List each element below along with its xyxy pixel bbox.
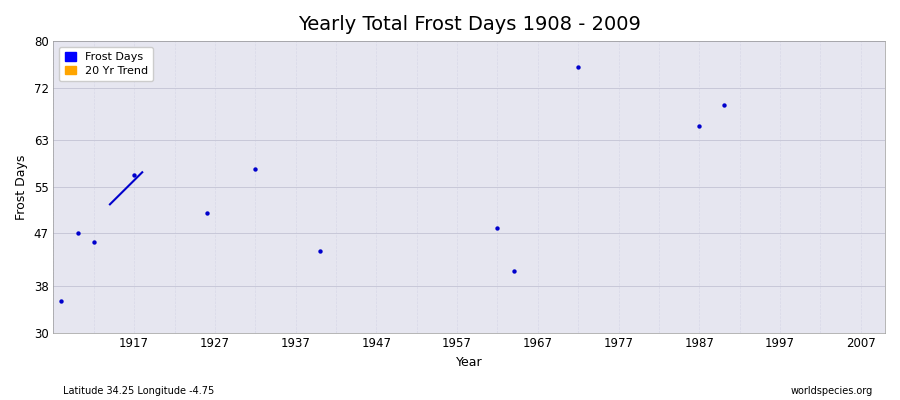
Text: Latitude 34.25 Longitude -4.75: Latitude 34.25 Longitude -4.75 — [63, 386, 214, 396]
Point — [312, 248, 327, 254]
Point — [248, 166, 263, 172]
Point — [491, 224, 505, 231]
Point — [54, 297, 68, 304]
Point — [200, 210, 214, 216]
Point — [127, 172, 141, 178]
Y-axis label: Frost Days: Frost Days — [15, 154, 28, 220]
Point — [571, 64, 585, 70]
Text: worldspecies.org: worldspecies.org — [791, 386, 873, 396]
Point — [692, 122, 706, 129]
Point — [716, 102, 731, 108]
Title: Yearly Total Frost Days 1908 - 2009: Yearly Total Frost Days 1908 - 2009 — [298, 15, 641, 34]
Point — [507, 268, 521, 274]
Legend: Frost Days, 20 Yr Trend: Frost Days, 20 Yr Trend — [59, 47, 153, 81]
Point — [70, 230, 85, 237]
X-axis label: Year: Year — [456, 356, 482, 369]
Point — [86, 239, 101, 246]
